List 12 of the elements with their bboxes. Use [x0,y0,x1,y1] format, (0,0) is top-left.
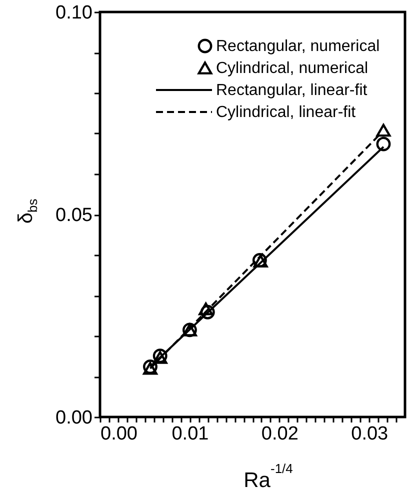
x-tick-label: 0.02 [261,424,298,444]
x-tick-label: 0.00 [100,424,138,444]
x-tick-label: 0.03 [351,424,388,444]
x-tick-label: 0.01 [172,424,209,444]
legend-label: Rectangular, linear-fit [216,82,368,99]
y-tick-label: 0.00 [56,408,92,428]
y-tick-label: 0.05 [56,205,92,226]
legend-label: Rectangular, numerical [216,38,380,55]
y-axis-title: δbs [15,198,40,224]
legend-label: Cylindrical, linear-fit [216,104,356,121]
legend-label: Cylindrical, numerical [216,60,368,77]
y-tick-label: 0.10 [56,2,92,24]
